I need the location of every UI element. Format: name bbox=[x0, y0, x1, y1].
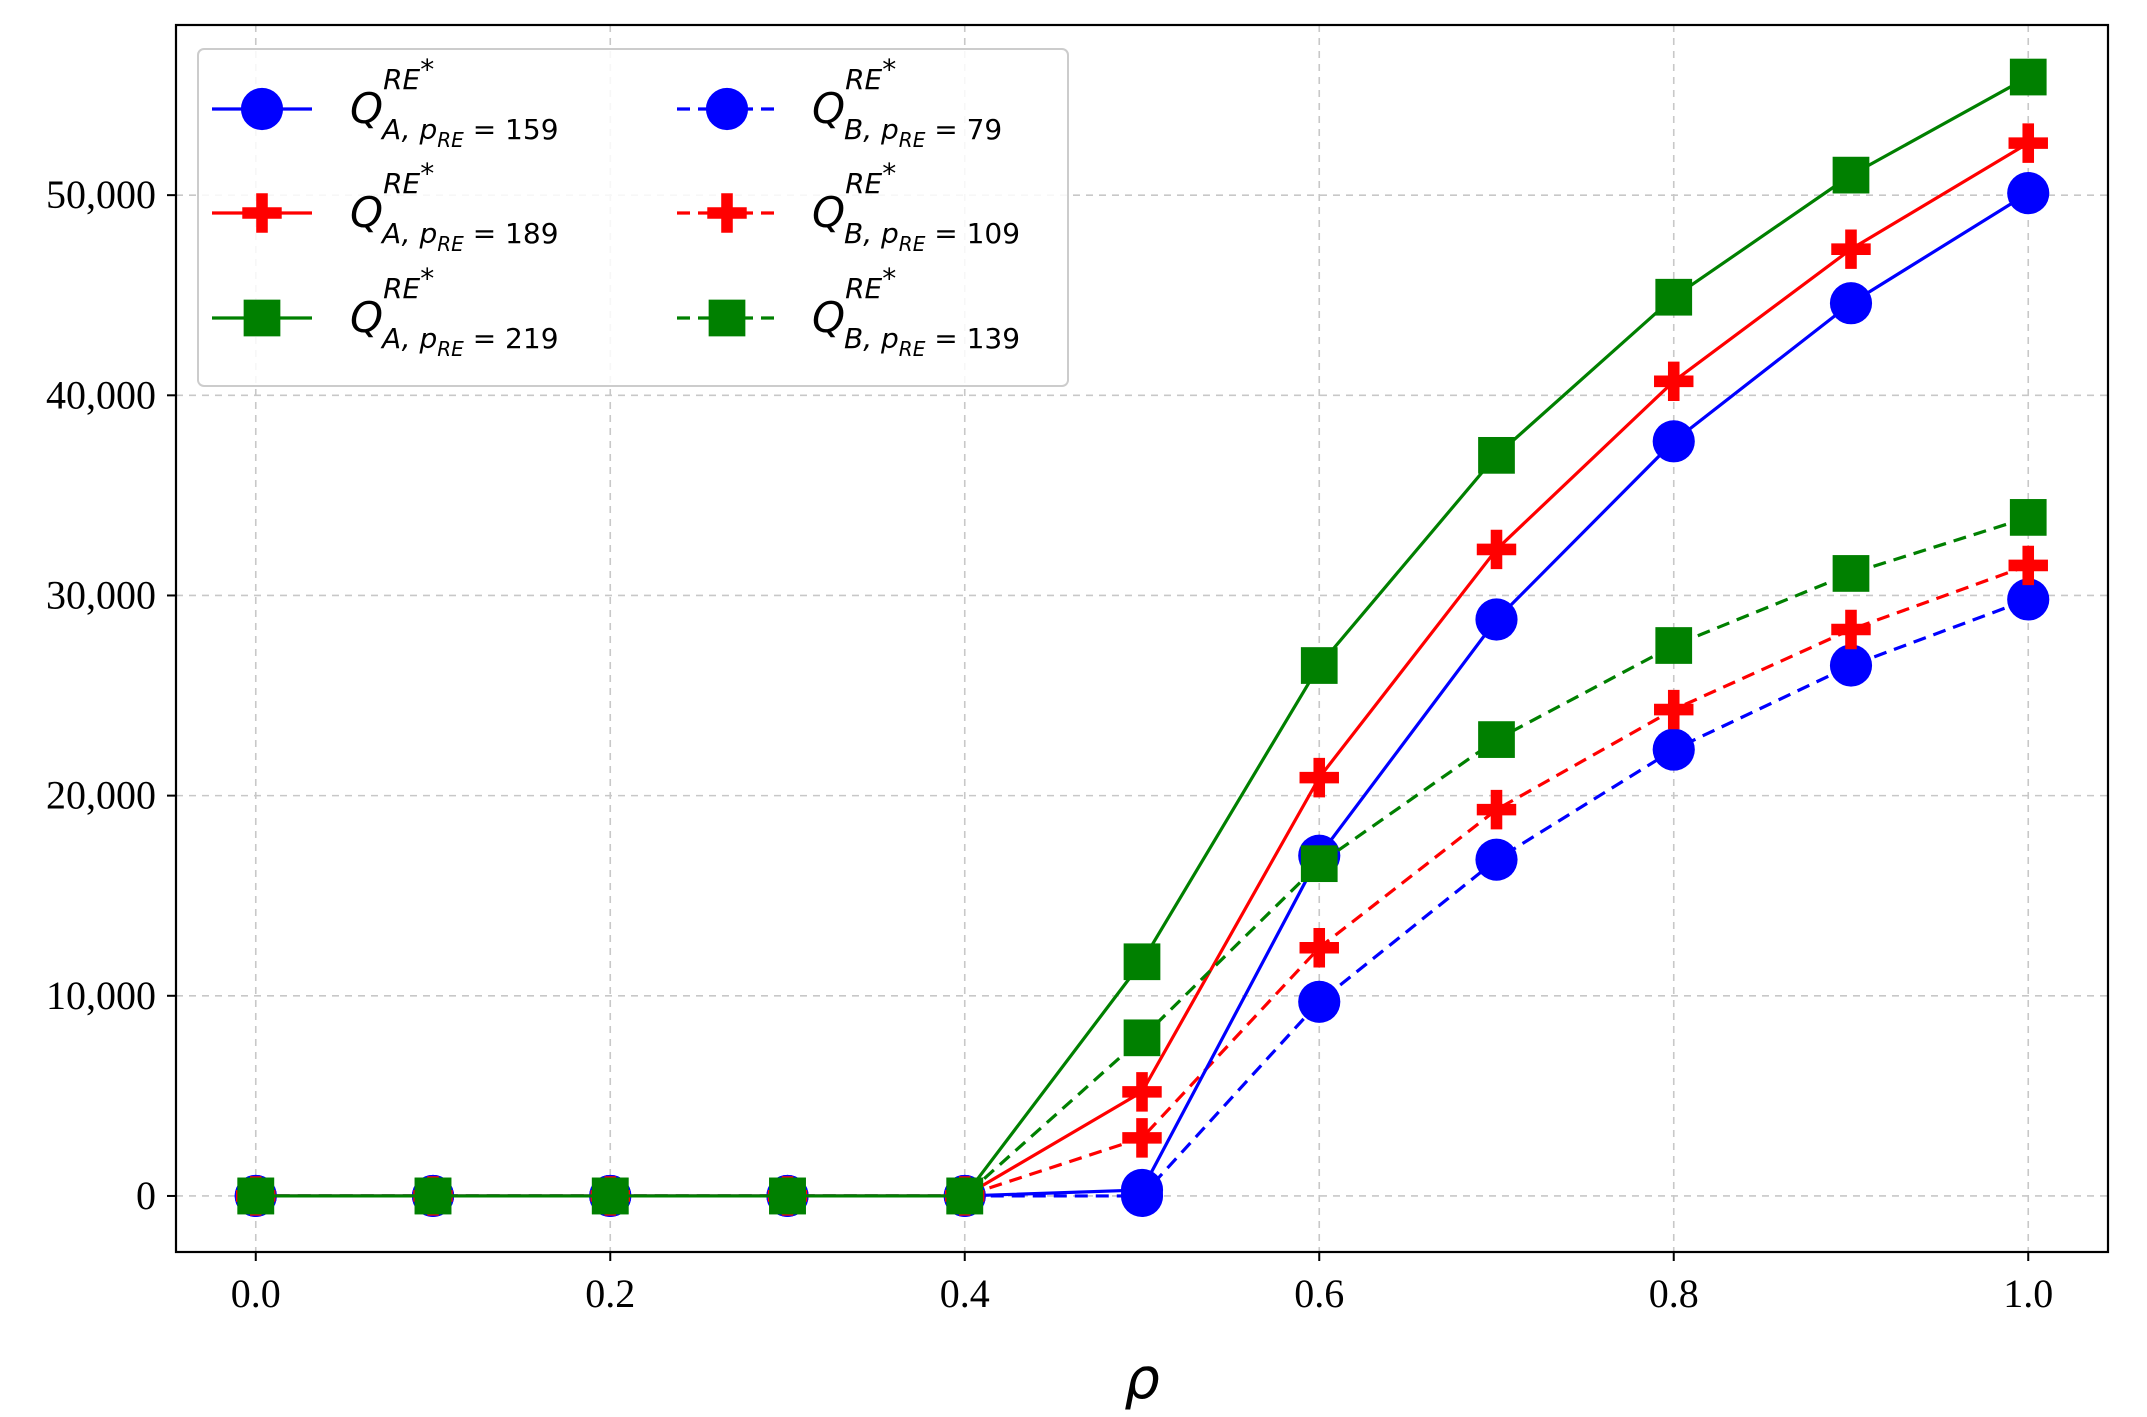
data-point bbox=[1831, 229, 1871, 269]
data-point bbox=[1300, 647, 1338, 684]
data-point bbox=[1122, 1072, 1162, 1112]
y-tick-label: 20,000 bbox=[46, 773, 156, 818]
data-point bbox=[2008, 123, 2048, 163]
data-point bbox=[769, 1177, 806, 1215]
data-point bbox=[1299, 757, 1339, 798]
legend-marker bbox=[705, 87, 749, 131]
data-point bbox=[1123, 943, 1161, 981]
series-3 bbox=[237, 58, 2047, 1215]
legend-item: QRE* B, pRE = 109 bbox=[677, 157, 1020, 256]
data-point bbox=[1475, 838, 1518, 881]
legend-item: QRE* A, pRE = 219 bbox=[212, 262, 559, 361]
legend-label: QRE* A, pRE = 159 bbox=[350, 53, 559, 152]
x-tick-label: 0.8 bbox=[1649, 1271, 1699, 1316]
y-tick-label: 50,000 bbox=[46, 172, 156, 217]
legend-marker bbox=[242, 193, 282, 233]
data-point bbox=[1652, 728, 1695, 771]
legend-item: QRE* A, pRE = 189 bbox=[212, 157, 559, 256]
legend-label: QRE* A, pRE = 219 bbox=[350, 262, 559, 361]
legend-box bbox=[197, 48, 1069, 387]
data-point bbox=[1654, 689, 1694, 730]
y-axis-ticks: 0 10,000 20,000 30,000 40,000 50,000 bbox=[46, 172, 176, 1218]
data-point bbox=[946, 1177, 984, 1215]
data-point bbox=[1123, 1019, 1161, 1057]
x-tick-label: 0.0 bbox=[231, 1271, 281, 1316]
data-point bbox=[1652, 420, 1695, 463]
data-point bbox=[1829, 644, 1873, 687]
x-tick-label: 0.2 bbox=[585, 1271, 635, 1316]
legend-marker bbox=[243, 299, 281, 337]
legend-label: QRE* B, pRE = 139 bbox=[812, 262, 1020, 361]
data-point bbox=[1832, 156, 1870, 194]
data-point bbox=[1298, 980, 1341, 1023]
data-point bbox=[1654, 361, 1694, 402]
data-point bbox=[2007, 172, 2050, 215]
x-tick-label: 0.4 bbox=[940, 1271, 990, 1316]
series-group bbox=[234, 58, 2050, 1218]
data-point bbox=[2008, 545, 2048, 586]
data-point bbox=[1831, 609, 1871, 650]
data-point bbox=[414, 1177, 452, 1215]
data-point bbox=[1120, 1168, 1164, 1212]
y-tick-label: 0 bbox=[136, 1173, 156, 1218]
x-tick-label: 0.6 bbox=[1294, 1271, 1344, 1316]
data-point bbox=[1122, 1118, 1162, 1158]
x-axis-label: ρ bbox=[1124, 1347, 1160, 1412]
data-point bbox=[2009, 499, 2047, 536]
data-point bbox=[2007, 578, 2050, 621]
plot-area-frame bbox=[174, 23, 2110, 1254]
legend-label: QRE* A, pRE = 189 bbox=[350, 157, 559, 256]
legend-label: QRE* B, pRE = 79 bbox=[812, 53, 1002, 152]
y-tick-label: 40,000 bbox=[46, 372, 156, 417]
data-point bbox=[1300, 845, 1338, 883]
legend-label: QRE* B, pRE = 109 bbox=[812, 157, 1020, 256]
data-point bbox=[1478, 436, 1515, 474]
data-point bbox=[237, 1177, 275, 1215]
data-point bbox=[1655, 627, 1693, 664]
x-axis-ticks: 0.0 0.2 0.4 0.6 0.8 1.0 bbox=[231, 1252, 2053, 1316]
data-point bbox=[1829, 282, 1873, 325]
legend-item: QRE* B, pRE = 79 bbox=[677, 53, 1002, 152]
data-point bbox=[591, 1177, 629, 1215]
data-point bbox=[1476, 529, 1517, 570]
data-point bbox=[1832, 555, 1870, 592]
legend-item: QRE* B, pRE = 139 bbox=[677, 262, 1020, 361]
data-point bbox=[1475, 598, 1518, 641]
data-point bbox=[1476, 789, 1517, 830]
data-point bbox=[1655, 278, 1693, 316]
legend-marker bbox=[708, 299, 746, 337]
legend-item: QRE* A, pRE = 159 bbox=[212, 53, 559, 152]
y-tick-label: 30,000 bbox=[46, 572, 156, 617]
legend-marker bbox=[240, 87, 284, 131]
data-point bbox=[2009, 58, 2047, 96]
x-tick-label: 1.0 bbox=[2003, 1271, 2053, 1316]
y-tick-label: 10,000 bbox=[46, 973, 156, 1018]
legend-marker bbox=[707, 193, 747, 233]
data-point bbox=[1299, 928, 1339, 968]
data-point bbox=[1478, 721, 1515, 758]
